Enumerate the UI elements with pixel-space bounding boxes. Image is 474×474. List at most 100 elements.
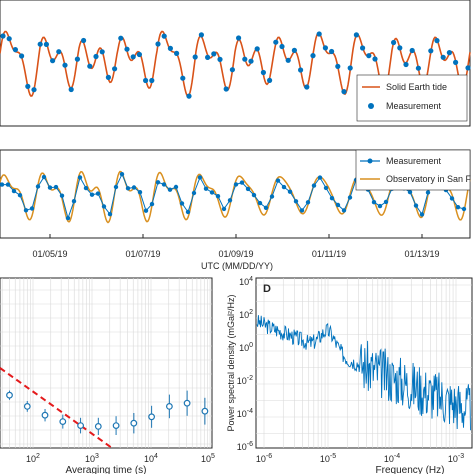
- measurement-point: [205, 54, 211, 61]
- panel-psd: D 104 102 100 10-2 10-4 10-6 10-6 10-5 1…: [226, 276, 473, 474]
- measurement-point: [329, 48, 335, 55]
- measurement-point: [25, 83, 31, 89]
- x-tick-label: 104: [144, 453, 158, 464]
- panel-psd-frame: [255, 277, 473, 449]
- measurement-point: [229, 67, 235, 73]
- measurement-point: [83, 185, 89, 191]
- measurement-point: [291, 47, 297, 54]
- measurement-point: [11, 188, 17, 194]
- x-tick-label: 102: [26, 453, 40, 464]
- measurement-point: [19, 53, 25, 59]
- measurement-point: [372, 56, 378, 62]
- measurement-point: [221, 206, 227, 212]
- measurement-point: [298, 67, 304, 73]
- measurement-point: [180, 75, 186, 81]
- measurement-point: [119, 172, 125, 177]
- measurement-point: [227, 198, 233, 203]
- measurement-point: [74, 56, 80, 62]
- measurement-point: [413, 203, 419, 208]
- fit-line: [0, 367, 113, 449]
- measurement-point: [155, 180, 161, 185]
- measurement-point: [397, 45, 403, 51]
- x-tick-label: 10-6: [256, 453, 272, 464]
- measurement-point: [260, 69, 266, 76]
- legend-measurement-marker: [367, 158, 373, 164]
- tide-curve: [0, 30, 471, 98]
- measurement-point: [254, 46, 260, 52]
- data-point: [94, 423, 102, 430]
- x-tick-label: 01/11/19: [312, 249, 346, 259]
- x-tick-label: 01/13/19: [404, 249, 439, 259]
- measurement-point: [311, 183, 317, 188]
- x-tick-label: 103: [85, 453, 99, 464]
- measurement-point: [287, 189, 293, 194]
- measurement-point: [37, 41, 43, 47]
- legend-tide-label: Solid Earth tide: [386, 82, 447, 92]
- data-point: [23, 403, 31, 410]
- measurement-point: [95, 191, 101, 196]
- measurement-point: [101, 204, 107, 209]
- measurement-point: [242, 56, 248, 62]
- measurement-point: [161, 33, 167, 39]
- measurement-point: [137, 190, 143, 195]
- measurement-point: [360, 45, 366, 51]
- measurement-point: [5, 182, 11, 187]
- measurement-point: [43, 41, 50, 48]
- measurement-point: [124, 46, 130, 52]
- measurement-point: [317, 175, 323, 180]
- measurement-line: [2, 172, 465, 220]
- measurement-point: [35, 184, 41, 189]
- x-tick-label: 01/07/19: [125, 249, 160, 259]
- measurement-point: [279, 43, 285, 50]
- measurement-point: [186, 93, 192, 99]
- data-point: [112, 422, 120, 430]
- measurement-point: [434, 38, 440, 44]
- measurement-point: [167, 187, 173, 192]
- measurement-point: [449, 196, 455, 201]
- measurement-point: [347, 65, 353, 71]
- measurement-point: [403, 61, 409, 68]
- y-axis-label-psd: Power spectral density (mGal²/Hz): [226, 294, 236, 431]
- measurement-point: [179, 201, 185, 206]
- y-tick-label: 10-6: [237, 441, 253, 452]
- measurement-point: [12, 47, 18, 53]
- measurement-point: [239, 180, 245, 185]
- measurement-point: [305, 200, 311, 205]
- measurement-point: [47, 185, 53, 190]
- legend-observatory-label: Observatory in San F: [386, 174, 472, 184]
- measurement-point: [50, 58, 56, 64]
- data-point: [59, 418, 67, 426]
- measurement-point: [59, 193, 65, 198]
- measurement-point: [23, 208, 29, 213]
- measurement-point: [167, 45, 173, 52]
- measurement-point: [322, 45, 328, 51]
- measurement-point: [62, 62, 68, 68]
- measurement-point: [203, 186, 209, 191]
- measurement-point: [136, 51, 142, 58]
- measurement-point: [118, 35, 124, 41]
- measurement-point: [185, 209, 191, 215]
- measurement-point: [316, 31, 322, 37]
- measurement-point: [366, 53, 372, 59]
- measurement-point: [68, 86, 74, 93]
- measurement-point: [130, 54, 136, 60]
- measurement-point: [415, 65, 421, 71]
- measurement-point: [245, 186, 251, 192]
- measurement-point: [197, 175, 203, 180]
- measurement-point: [428, 48, 434, 54]
- measurement-point: [105, 74, 111, 80]
- y-tick-label: 10-4: [237, 408, 253, 419]
- measurement-point: [149, 77, 155, 84]
- measurement-point: [329, 196, 335, 201]
- data-point: [183, 399, 191, 407]
- measurement-point: [93, 53, 99, 60]
- panel-middle-comparison: Measurement Observatory in San F 01/05/1…: [0, 149, 472, 271]
- measurement-point: [0, 33, 6, 39]
- x-axis-label-averaging: Averaging time (s): [66, 465, 147, 474]
- measurement-point: [281, 184, 287, 190]
- x-tick-label: 10-3: [448, 453, 464, 464]
- measurement-point: [173, 184, 179, 190]
- measurement-point: [323, 185, 329, 191]
- measurement-point: [149, 201, 155, 207]
- y-tick-label: 100: [239, 342, 253, 353]
